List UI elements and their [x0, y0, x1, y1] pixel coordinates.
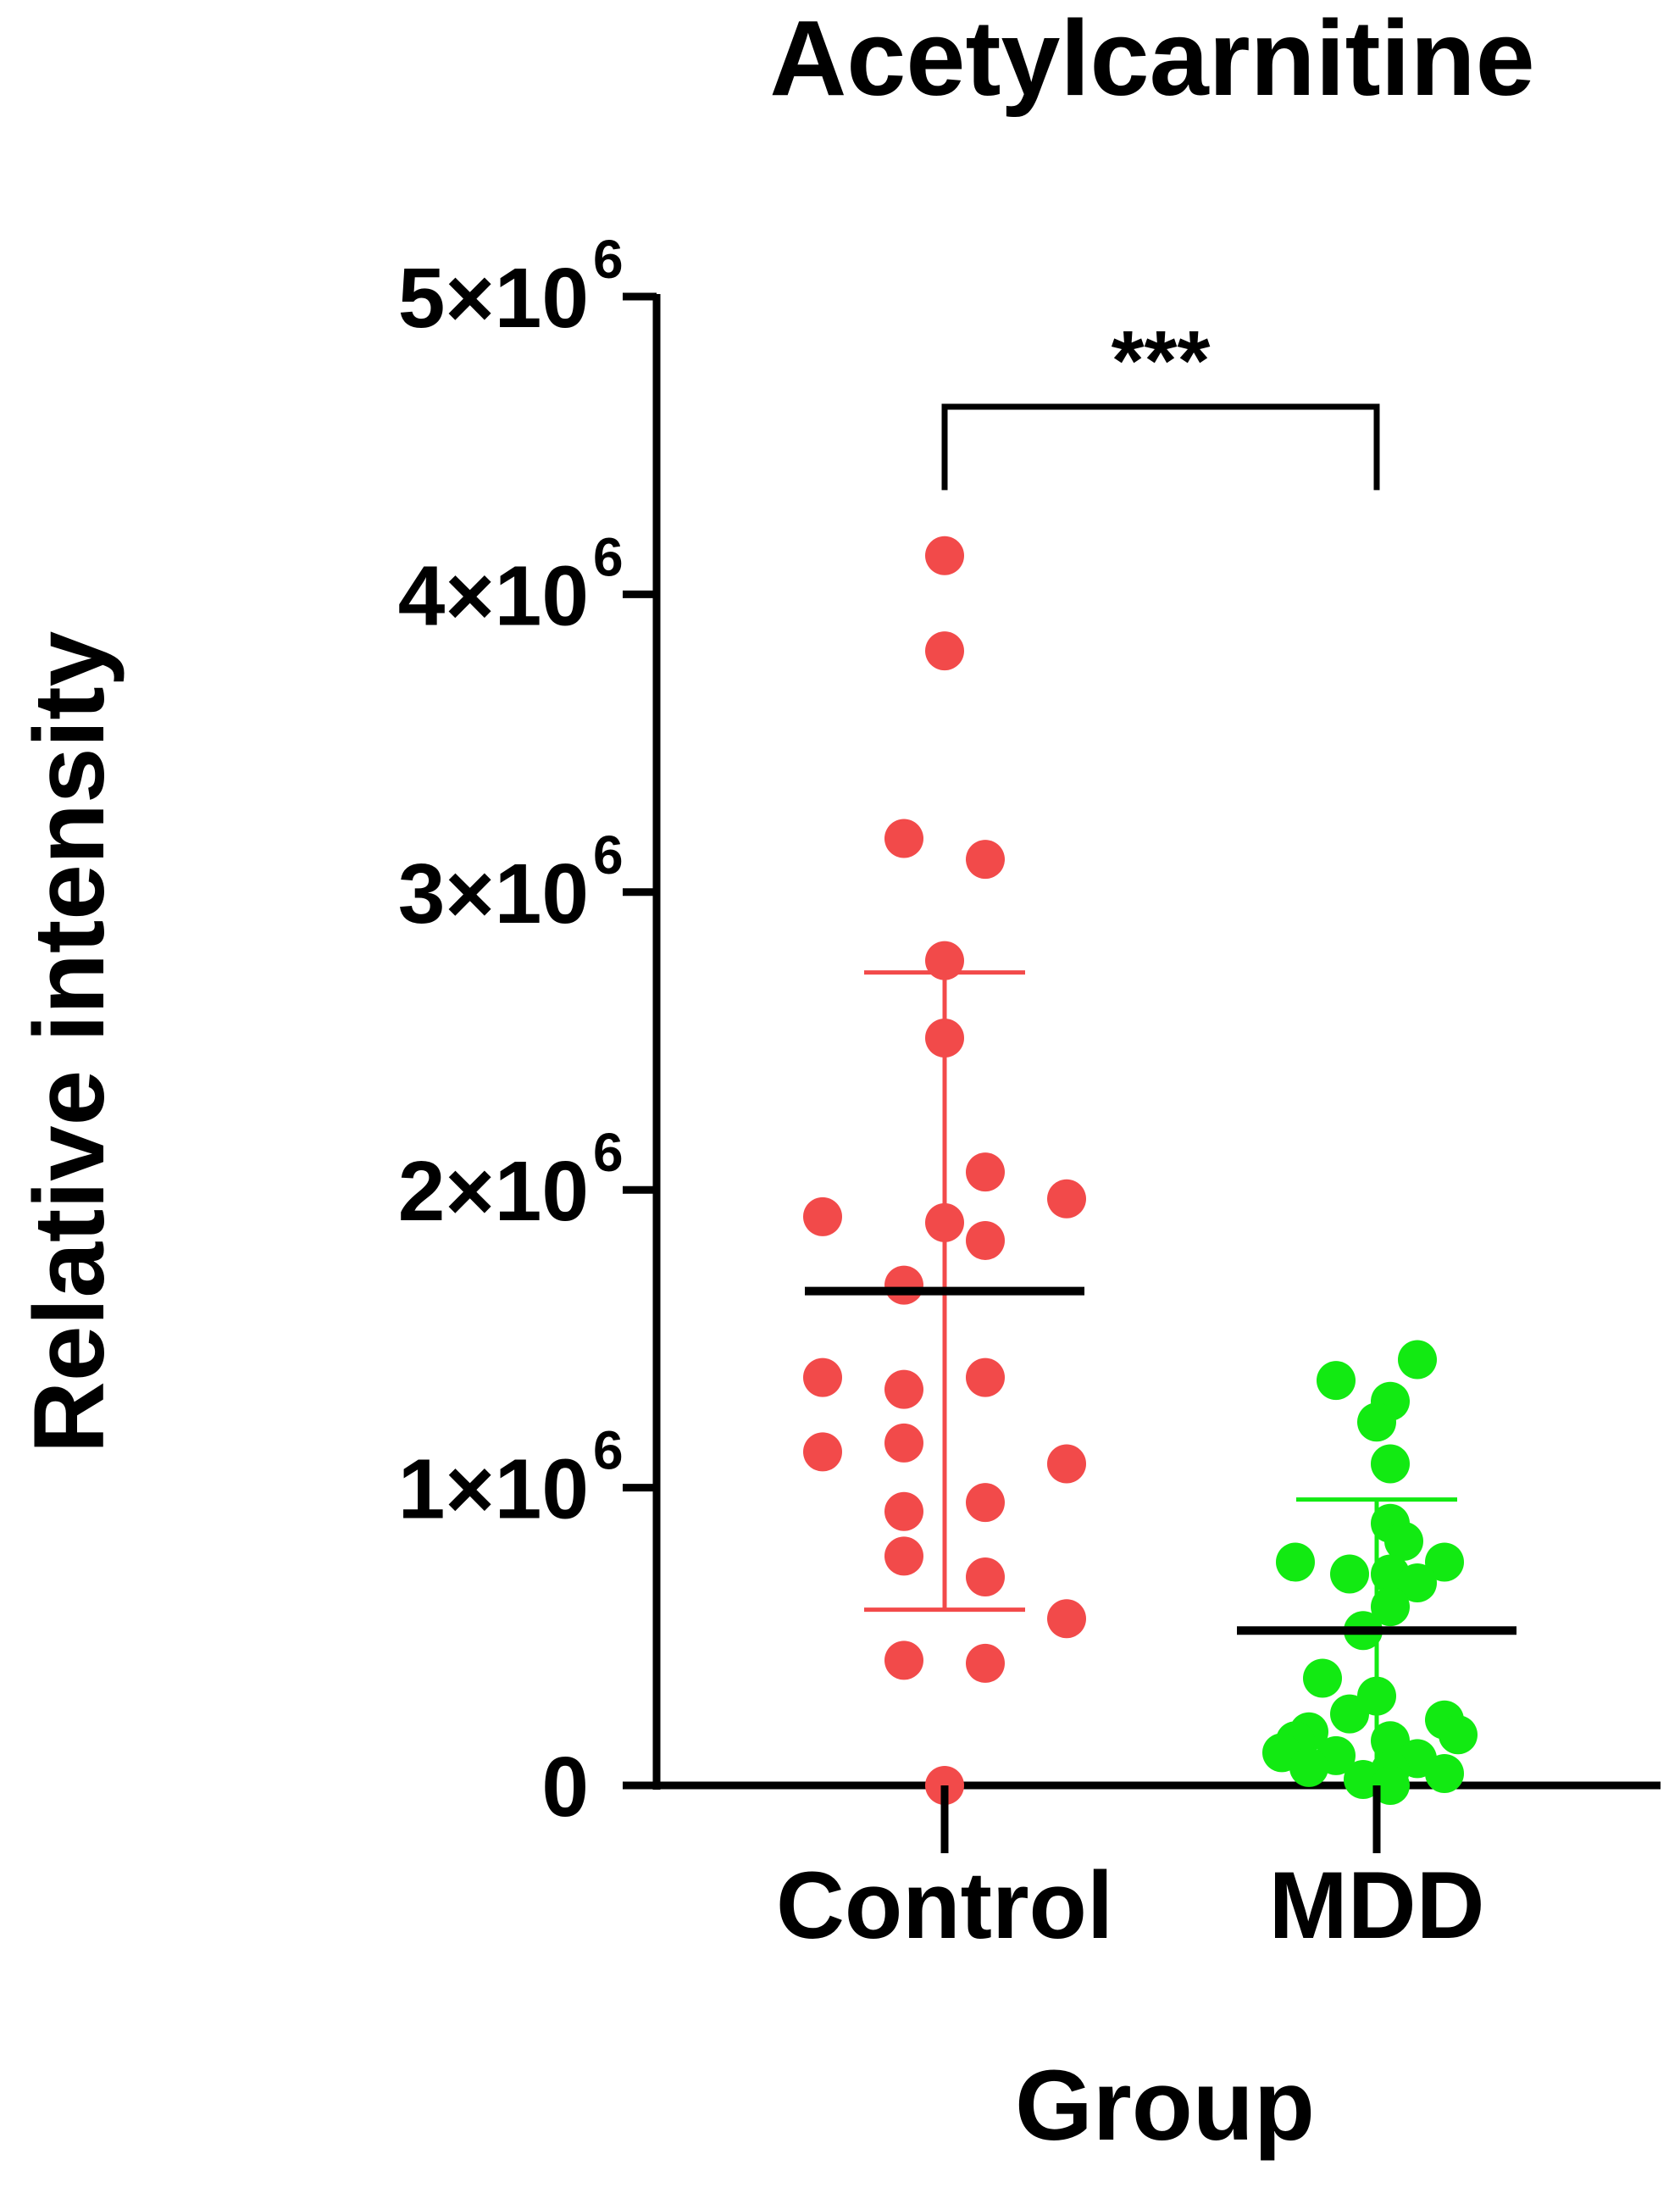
y-tick-label: 1×10 — [398, 1442, 589, 1537]
y-tick-label: 0 — [541, 1740, 589, 1835]
control-data-point — [884, 1491, 923, 1531]
mdd-data-point — [1303, 1658, 1342, 1698]
mdd-data-point — [1439, 1715, 1478, 1755]
control-data-point — [1047, 1179, 1086, 1219]
control-data-point — [803, 1432, 842, 1472]
control-data-point — [803, 1357, 842, 1397]
mdd-data-point — [1330, 1694, 1369, 1734]
control-data-point — [966, 1357, 1005, 1397]
mdd-data-point — [1371, 1444, 1410, 1484]
y-tick-exponent: 6 — [593, 1122, 624, 1183]
x-tick-label: MDD — [1268, 1852, 1484, 1958]
mdd-data-point — [1398, 1563, 1437, 1603]
x-tick-label: Control — [776, 1852, 1113, 1958]
x-axis-label: Group — [1015, 2050, 1315, 2162]
control-data-point — [966, 1152, 1005, 1192]
control-data-point — [884, 1641, 923, 1680]
error-bars — [864, 970, 1457, 1785]
y-tick-exponent: 6 — [593, 229, 624, 290]
y-tick-label: 3×10 — [398, 847, 589, 941]
control-data-point — [884, 1536, 923, 1576]
x-axis-ticks: Control MDD — [776, 1785, 1485, 1958]
y-tick-exponent: 6 — [593, 526, 624, 587]
mdd-data-point — [1371, 1587, 1410, 1627]
control-data-point — [925, 1018, 964, 1058]
y-tick-label: 4×10 — [398, 548, 589, 643]
control-data-point — [925, 1202, 964, 1242]
mdd-data-point — [1330, 1554, 1369, 1594]
y-axis-ticks: 01×10 62×10 63×10 64×10 65×10 6 — [398, 229, 657, 1835]
mdd-data-point — [1289, 1747, 1328, 1787]
control-data-point — [925, 631, 964, 671]
significance-bracket-line — [941, 403, 1380, 491]
mean-lines — [805, 1286, 1516, 1635]
mdd-data-point — [1317, 1361, 1356, 1401]
significance-bracket: *** — [941, 314, 1380, 491]
mdd-data-point — [1276, 1542, 1315, 1582]
control-data-point — [884, 1423, 923, 1463]
control-data-point — [884, 1369, 923, 1409]
control-data-point — [966, 1643, 1005, 1683]
y-tick-label: 2×10 — [398, 1144, 589, 1239]
mdd-data-point — [1398, 1340, 1437, 1380]
mdd-data-point — [1384, 1521, 1423, 1561]
chart-title: Acetylcarnitine — [769, 0, 1534, 118]
control-data-point — [803, 1196, 842, 1236]
data-points — [803, 536, 1478, 1805]
y-tick-exponent: 6 — [593, 824, 624, 886]
y-axis-label: Relative intensity — [14, 631, 125, 1454]
mdd-data-point — [1425, 1542, 1464, 1582]
control-data-point — [925, 536, 964, 575]
y-tick-label: 5×10 — [398, 251, 589, 346]
control-data-point — [884, 819, 923, 858]
mdd-data-point — [1357, 1402, 1396, 1442]
control-data-point — [1047, 1444, 1086, 1484]
axes — [652, 294, 1661, 1790]
y-tick-exponent: 6 — [593, 1420, 624, 1481]
mdd-data-point — [1425, 1753, 1464, 1793]
control-data-point — [925, 941, 964, 980]
control-data-point — [884, 1265, 923, 1305]
control-data-point — [966, 840, 1005, 880]
control-data-point — [1047, 1599, 1086, 1639]
control-data-point — [966, 1557, 1005, 1597]
control-data-point — [966, 1220, 1005, 1260]
significance-label: *** — [1112, 314, 1211, 408]
control-data-point — [966, 1483, 1005, 1523]
